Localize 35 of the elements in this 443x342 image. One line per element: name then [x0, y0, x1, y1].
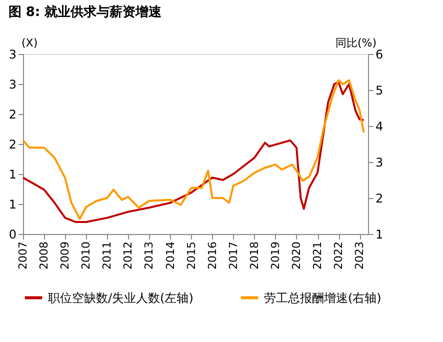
x-tick-label: 2023 — [353, 242, 366, 270]
y2-axis-title: 同比(%) — [335, 36, 376, 50]
y-tick-label: 3 — [8, 48, 16, 62]
y-tick-label: 1 — [8, 198, 16, 212]
y2-tick-label: 1 — [376, 228, 384, 242]
x-tick-label: 2021 — [311, 242, 324, 270]
x-tick-label: 2019 — [268, 242, 282, 270]
y2-tick-label: 5 — [376, 84, 384, 98]
chart-title: 图 8: 就业供求与薪资增速 — [8, 4, 163, 20]
x-tick-label: 2014 — [164, 242, 177, 270]
x-tick-label: 2007 — [16, 242, 30, 270]
y2-tick-label: 2 — [376, 192, 384, 206]
legend-label: 劳工总报酬增速(右轴) — [264, 290, 382, 305]
x-tick-label: 2018 — [248, 242, 261, 270]
x-tick-label: 2010 — [80, 242, 93, 270]
x-tick-label: 2012 — [122, 242, 135, 270]
y2-tick-label: 6 — [376, 48, 384, 62]
x-tick-label: 2013 — [142, 242, 156, 270]
x-tick-label: 2011 — [100, 242, 114, 270]
x-tick-label: 2016 — [206, 242, 219, 270]
y-tick-label: 2 — [8, 108, 16, 122]
y-tick-label: 2 — [8, 138, 16, 152]
y2-tick-label: 3 — [376, 156, 384, 170]
y-axis-title: (X) — [22, 36, 38, 50]
legend-label: 职位空缺数/失业人数(左轴) — [48, 290, 194, 305]
x-tick-label: 2017 — [226, 242, 240, 270]
y-tick-label: 3 — [8, 78, 16, 92]
x-tick-label: 2008 — [38, 242, 51, 270]
x-tick-label: 2020 — [290, 242, 303, 270]
y2-tick-label: 4 — [376, 120, 384, 134]
x-tick-label: 2015 — [184, 242, 198, 270]
y-tick-label: 1 — [8, 168, 16, 182]
x-tick-label: 2009 — [58, 242, 72, 270]
x-tick-label: 2022 — [332, 242, 346, 270]
y-tick-label: 0 — [8, 228, 16, 242]
